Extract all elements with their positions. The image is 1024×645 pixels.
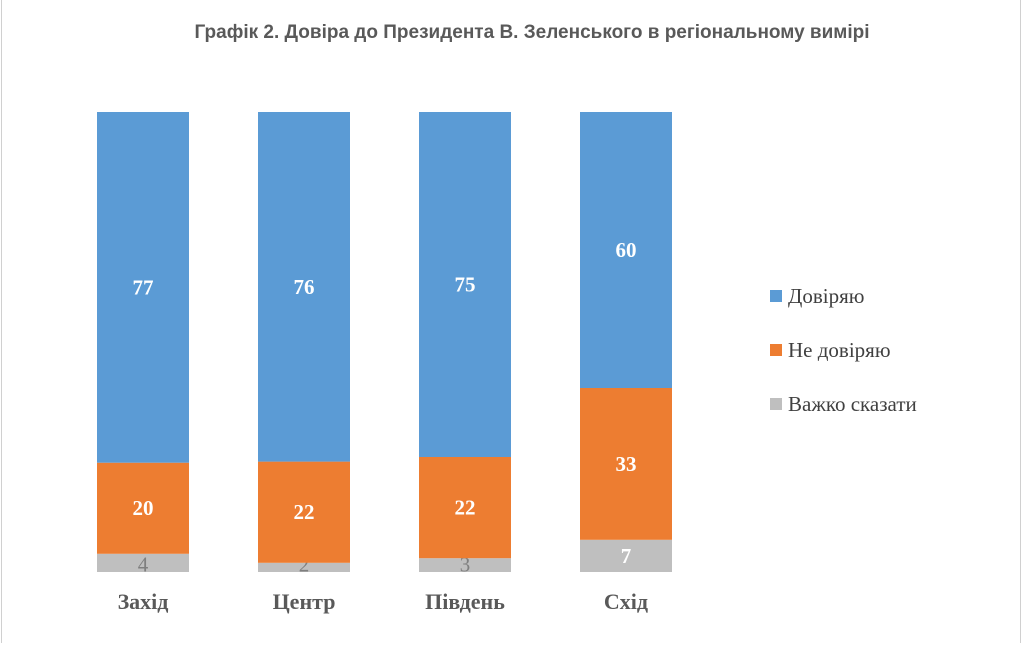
data-label: 7 [621,544,632,568]
legend-entry: Важко сказати [788,392,917,416]
category-label: Південь [425,589,505,614]
data-label: 60 [616,238,637,262]
legend-entry: Довіряю [788,284,864,308]
legend: Довіряю Не довіряю Важко сказати [770,284,917,416]
bar-segment [419,558,511,572]
data-label: 4 [138,553,149,577]
bar-segment [580,112,672,388]
legend-entry: Не довіряю [788,338,891,362]
category-label: Центр [273,589,336,614]
data-label: 2 [299,553,310,577]
data-label: 20 [133,496,154,520]
category-labels: Захід Центр Південь Схід [118,589,649,614]
category-label: Схід [604,589,648,614]
bar-segment [258,112,350,462]
data-label: 33 [616,452,637,476]
bar-segment [419,457,511,559]
legend-swatch [770,290,782,302]
data-label: 75 [455,273,476,297]
data-label: 22 [455,496,476,520]
bar-segment [97,112,189,463]
data-label: 76 [294,275,315,299]
bar-segment [97,553,189,572]
legend-swatch [770,344,782,356]
category-label: Захід [118,589,169,614]
chart-title: Графік 2. Довіра до Президента В. Зеленс… [194,22,870,43]
bar-segment [580,539,672,572]
bar-segment [97,462,189,554]
bar-segment [258,562,350,572]
legend-swatch [770,398,782,410]
bar-segment [258,461,350,563]
bar-segment [419,112,511,457]
bar-segment [580,388,672,540]
data-label: 77 [133,275,154,299]
data-label: 3 [460,553,471,577]
data-label: 22 [294,500,315,524]
